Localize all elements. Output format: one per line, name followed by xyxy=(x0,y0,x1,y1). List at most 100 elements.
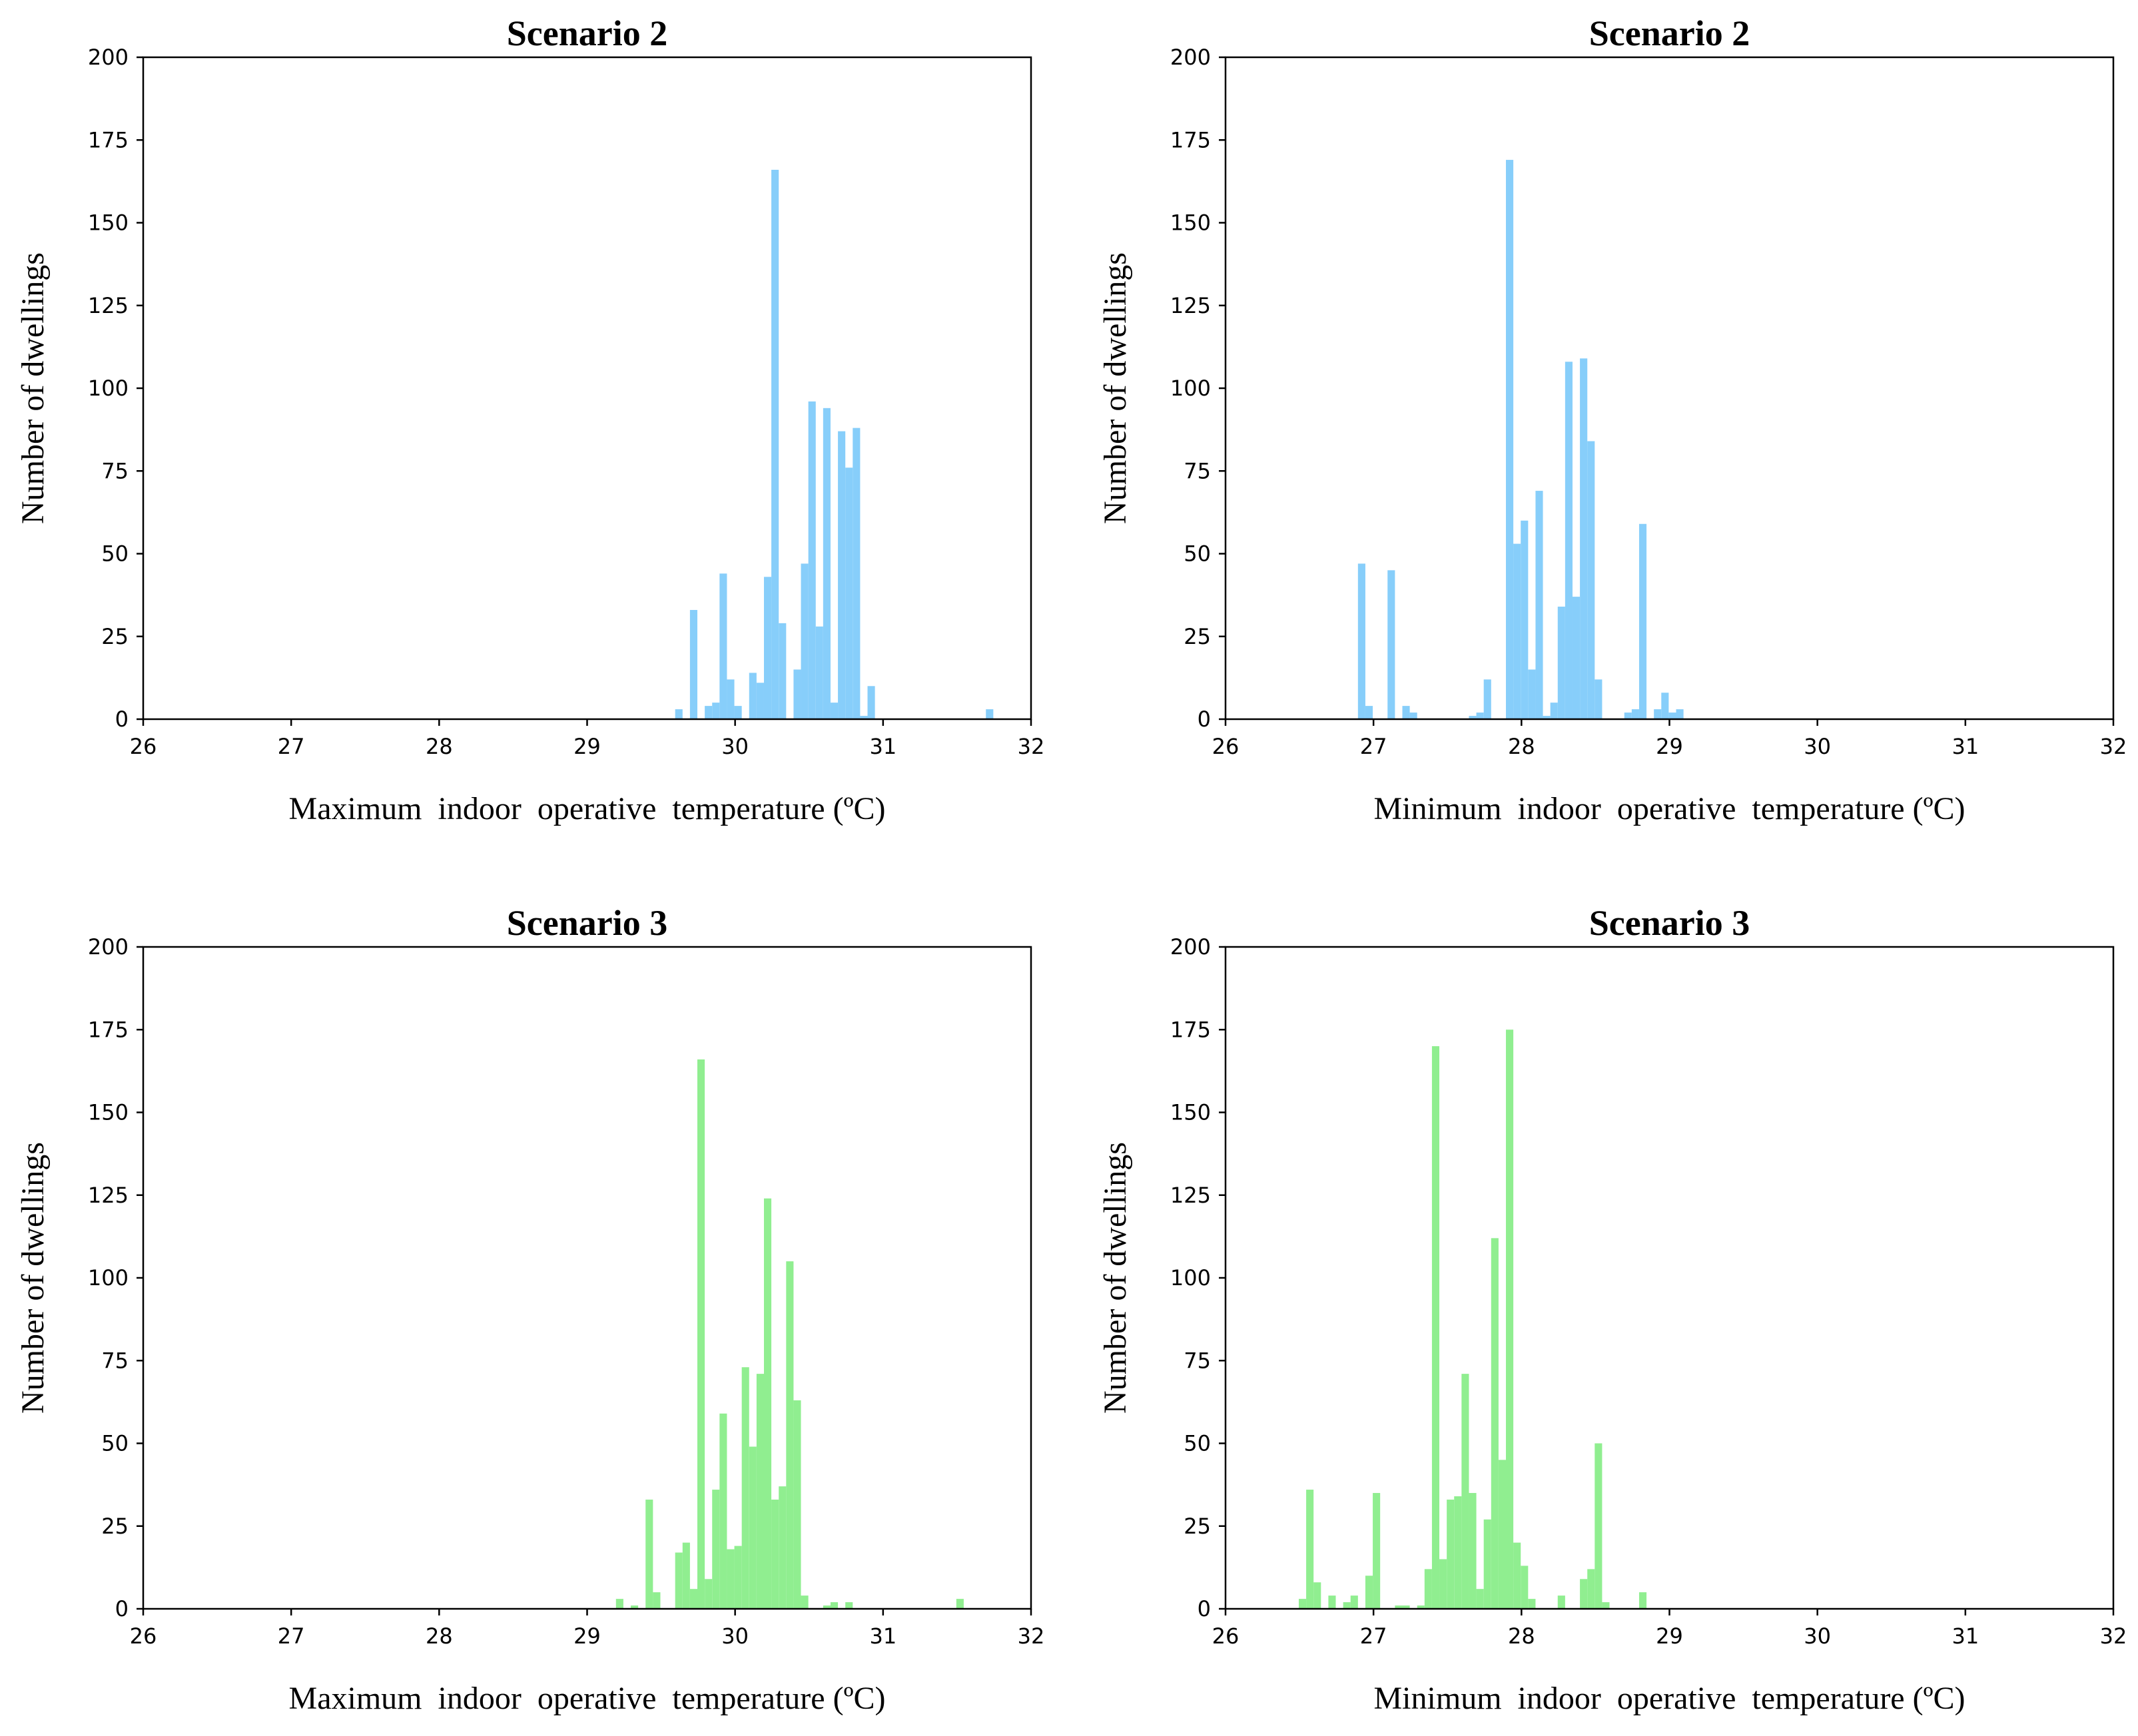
histogram-bar xyxy=(1424,1569,1432,1609)
x-tick-label: 28 xyxy=(1508,734,1535,759)
histogram-bar xyxy=(793,669,801,719)
histogram-bar xyxy=(1595,679,1603,719)
histogram-bar xyxy=(1624,713,1632,719)
histogram-bar xyxy=(1357,563,1365,719)
y-axis-label: Number of dwellings xyxy=(15,1142,51,1414)
y-tick-label: 25 xyxy=(1184,624,1211,649)
histogram-bar xyxy=(1638,523,1647,719)
x-tick-label: 27 xyxy=(278,1623,305,1649)
y-axis-label: Number of dwellings xyxy=(1098,252,1133,524)
histogram-bar xyxy=(734,706,742,719)
y-tick-label: 100 xyxy=(1170,1265,1211,1291)
histogram-bar xyxy=(1528,669,1536,719)
histogram-bar xyxy=(689,609,698,719)
histogram-bar xyxy=(1469,1493,1477,1609)
histogram-bar xyxy=(615,1599,623,1609)
histogram-bar xyxy=(675,1552,683,1609)
y-tick-label: 75 xyxy=(1184,1348,1211,1373)
bars xyxy=(615,1059,964,1609)
x-tick-label: 32 xyxy=(1018,734,1045,759)
histogram-bar xyxy=(1513,543,1521,719)
chart-title: Scenario 3 xyxy=(1589,903,1750,943)
plot-frame xyxy=(142,946,1032,1610)
plot-frame xyxy=(142,56,1032,721)
x-tick-label: 29 xyxy=(1656,734,1683,759)
x-tick-label: 30 xyxy=(721,734,749,759)
x-tick-label: 27 xyxy=(1360,734,1387,759)
histogram-bar xyxy=(1676,709,1684,719)
histogram-bar xyxy=(1350,1595,1358,1609)
x-tick-label: 26 xyxy=(130,734,157,759)
histogram-bar xyxy=(786,1261,794,1609)
x-tick-label: 32 xyxy=(1018,1623,1045,1649)
histogram-bar xyxy=(631,1605,639,1609)
x-tick-label: 27 xyxy=(278,734,305,759)
x-tick-label: 28 xyxy=(426,1623,453,1649)
y-tick-label: 175 xyxy=(1170,127,1211,152)
histogram-bar xyxy=(808,401,816,719)
x-axis-label: Minimum indoor operative temperature (ºC… xyxy=(1374,791,1965,826)
histogram-bar xyxy=(1328,1595,1336,1609)
histogram-bar xyxy=(1550,703,1558,719)
y-tick-label: 125 xyxy=(1170,293,1211,318)
histogram-bar xyxy=(1447,1499,1455,1609)
x-tick-label: 32 xyxy=(2100,1623,2127,1649)
histogram-bar xyxy=(801,1595,809,1609)
histogram-bar xyxy=(1476,1589,1484,1609)
y-tick-label: 150 xyxy=(1170,1100,1211,1125)
panel-scenario-2-minimum: Scenario 2 Minimum indoor operative temp… xyxy=(1098,13,2127,826)
histogram-bar xyxy=(1631,709,1639,719)
x-tick-label: 31 xyxy=(1952,734,1979,759)
x-tick-label: 29 xyxy=(573,1623,601,1649)
histogram-bar xyxy=(1638,1592,1647,1609)
histogram-bar xyxy=(867,686,875,719)
x-tick-label: 28 xyxy=(426,734,453,759)
y-tick-label: 175 xyxy=(1170,1017,1211,1042)
histogram-bar xyxy=(801,563,809,719)
histogram-bar xyxy=(1483,1519,1491,1609)
histogram-bar xyxy=(1483,679,1491,719)
y-tick-label: 200 xyxy=(88,934,129,960)
histogram-bar xyxy=(1409,713,1417,719)
histogram-bar xyxy=(1521,1566,1529,1609)
histogram-bar xyxy=(1535,491,1543,719)
histogram-bar xyxy=(1565,362,1573,719)
histogram-bar xyxy=(1476,713,1484,719)
y-tick-label: 50 xyxy=(101,1431,129,1456)
histogram-bar xyxy=(1557,607,1565,719)
histogram-bar xyxy=(712,703,720,719)
histogram-bar xyxy=(763,577,772,719)
histogram-bar xyxy=(779,623,787,719)
histogram-bar xyxy=(697,1059,705,1609)
histogram-bar xyxy=(1668,713,1676,719)
histogram-bar xyxy=(779,1486,787,1609)
histogram-bar xyxy=(1395,1605,1403,1609)
histogram-bar xyxy=(1469,716,1477,719)
x-tick-label: 26 xyxy=(1212,734,1240,759)
histogram-bar xyxy=(645,1499,653,1609)
histogram-bar xyxy=(1506,1029,1514,1609)
histogram-bar xyxy=(1461,1374,1469,1609)
histogram-bar xyxy=(1654,709,1662,719)
histogram-bar xyxy=(749,1446,757,1609)
chart-title: Scenario 3 xyxy=(507,903,667,943)
histogram-bar xyxy=(1506,160,1514,719)
x-tick-label: 29 xyxy=(1656,1623,1683,1649)
y-tick-label: 150 xyxy=(88,210,129,236)
y-tick-label: 50 xyxy=(1184,1431,1211,1456)
y-tick-label: 200 xyxy=(1170,45,1211,70)
histogram-bar xyxy=(1528,1599,1536,1609)
x-tick-label: 28 xyxy=(1508,1623,1535,1649)
y-tick-label: 25 xyxy=(101,624,129,649)
y-tick-label: 100 xyxy=(88,1265,129,1291)
histogram-bar xyxy=(1491,1238,1499,1609)
histogram-bar xyxy=(705,1579,713,1609)
panel-scenario-3-maximum: Scenario 3 Maximum indoor operative temp… xyxy=(15,903,1044,1716)
x-tick-label: 26 xyxy=(130,1623,157,1649)
y-tick-label: 75 xyxy=(101,1348,129,1373)
x-axis-label: Maximum indoor operative temperature (ºC… xyxy=(289,791,886,826)
histogram-bar xyxy=(1373,1493,1381,1609)
x-axis-label: Minimum indoor operative temperature (ºC… xyxy=(1374,1681,1965,1716)
bars xyxy=(1357,160,1684,719)
